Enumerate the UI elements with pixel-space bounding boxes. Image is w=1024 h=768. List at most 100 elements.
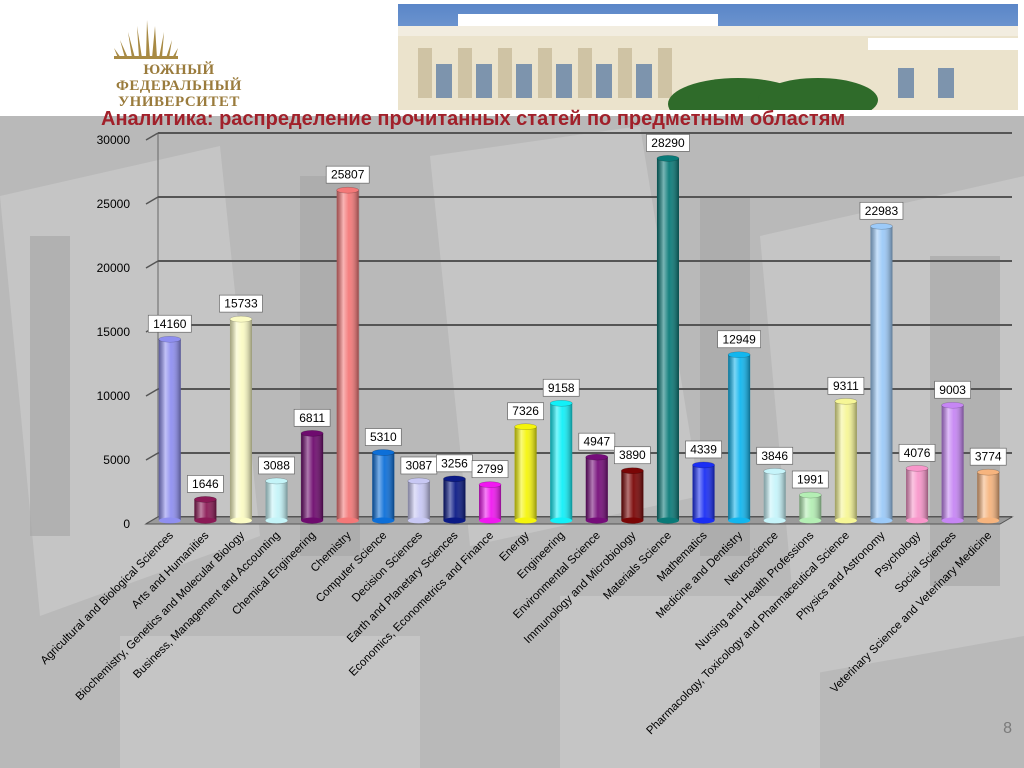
- x-tick-label: Social Sciences: [893, 529, 959, 595]
- data-label-box: [507, 402, 544, 421]
- bar: [727, 351, 751, 524]
- bar-base: [941, 517, 964, 524]
- logo-line: УНИВЕРСИТЕТ: [118, 94, 240, 110]
- bar-shading: [906, 468, 929, 521]
- data-label: 3890: [614, 446, 651, 465]
- data-label-text: 14160: [153, 317, 187, 331]
- data-label-box: [646, 134, 690, 152]
- data-label: 4339: [685, 440, 722, 459]
- bar-base: [585, 517, 608, 524]
- data-label: 28290: [646, 134, 690, 152]
- bar-top: [941, 401, 964, 409]
- data-label: 3087: [400, 456, 438, 475]
- page-number: 8: [1003, 720, 1012, 737]
- data-label-box: [614, 446, 651, 465]
- bar: [905, 465, 929, 524]
- bar-base: [265, 517, 288, 524]
- data-label-text: 4339: [690, 442, 717, 456]
- bar-base: [158, 517, 181, 524]
- gridline-side: [145, 260, 159, 269]
- data-label: 2799: [471, 460, 509, 479]
- bar: [158, 335, 182, 524]
- data-label-box: [542, 378, 580, 397]
- x-tick-label: Energy: [497, 529, 531, 563]
- bar-base: [407, 517, 430, 524]
- data-label-text: 15733: [224, 297, 258, 311]
- data-label: 5310: [364, 428, 402, 446]
- bar-chart: 0 5000 10000 15000 20000 25000 30000 14160 1646…: [39, 132, 1014, 737]
- data-label-text: 5310: [370, 430, 397, 444]
- data-label: 6811: [293, 408, 331, 427]
- data-label: 3846: [756, 446, 794, 465]
- bar-base: [834, 517, 857, 524]
- x-tick-label: Materials Science: [601, 530, 674, 603]
- data-label-box: [969, 447, 1007, 466]
- data-label-text: 3087: [406, 458, 433, 472]
- data-label: 15733: [219, 294, 263, 313]
- data-label-box: [147, 314, 192, 333]
- bar-base: [763, 517, 786, 524]
- bar-shading: [229, 319, 252, 521]
- bar-top: [656, 155, 680, 162]
- bar-shading: [799, 495, 822, 521]
- bar-base: [906, 517, 929, 524]
- bar-top: [514, 423, 537, 431]
- data-label-text: 6811: [299, 411, 325, 425]
- data-label-box: [859, 201, 904, 220]
- bar-base: [443, 517, 466, 524]
- data-label-text: 2799: [477, 462, 504, 476]
- data-label-text: 22983: [865, 204, 899, 218]
- y-tick-label: 25000: [97, 197, 131, 211]
- slide-title: Аналитика: распределение прочитанных ста…: [101, 108, 846, 130]
- bar-shading: [301, 433, 324, 521]
- data-label-box: [364, 428, 402, 446]
- bar-shading: [479, 484, 502, 521]
- data-label: 12949: [717, 330, 761, 349]
- bar: [265, 477, 288, 524]
- bar-shading: [656, 158, 679, 521]
- data-label-box: [293, 408, 331, 427]
- bar-top: [265, 477, 288, 485]
- bar-top: [834, 398, 858, 405]
- data-label: 9003: [934, 380, 971, 399]
- bar-shading: [336, 190, 359, 521]
- bar-shading: [372, 452, 395, 521]
- logo-line: ФЕДЕРАЛЬНЫЙ: [116, 78, 242, 94]
- bar: [514, 423, 537, 524]
- bar-base: [336, 517, 359, 524]
- bar-shading: [870, 226, 893, 521]
- bar-base: [870, 517, 893, 524]
- bar-top: [727, 351, 751, 359]
- gridline-side: [145, 132, 159, 141]
- university-logo-icon: [114, 20, 178, 59]
- y-tick-label: 5000: [103, 453, 130, 467]
- data-label-box: [325, 165, 370, 184]
- bar-base: [977, 517, 1000, 524]
- bar-base: [656, 517, 679, 524]
- bar-shading: [763, 471, 786, 521]
- bar-top: [194, 496, 217, 503]
- data-label-box: [187, 475, 224, 493]
- bar-shading: [265, 480, 288, 521]
- bar: [621, 467, 644, 524]
- data-label-text: 1646: [192, 477, 219, 491]
- data-label-text: 3256: [441, 456, 468, 470]
- data-label-text: 7326: [512, 404, 539, 418]
- data-label: 25807: [325, 165, 370, 184]
- bar-shading: [692, 464, 715, 521]
- data-label-box: [578, 432, 616, 451]
- bar-top: [763, 467, 787, 475]
- bar-top: [371, 449, 395, 456]
- bar-base: [372, 517, 395, 524]
- bar-top: [478, 481, 502, 488]
- bar-shading: [443, 478, 466, 521]
- bar-base: [514, 517, 537, 524]
- bar: [229, 315, 253, 524]
- bar-shading: [728, 354, 751, 521]
- university-building-photo: [398, 4, 1018, 110]
- x-tick-label: Agricultural and Biological Sciences: [39, 529, 176, 666]
- bar-base: [621, 517, 644, 524]
- gridline-side: [145, 196, 159, 205]
- bar-shading: [514, 426, 537, 521]
- y-tick-label: 30000: [97, 133, 131, 147]
